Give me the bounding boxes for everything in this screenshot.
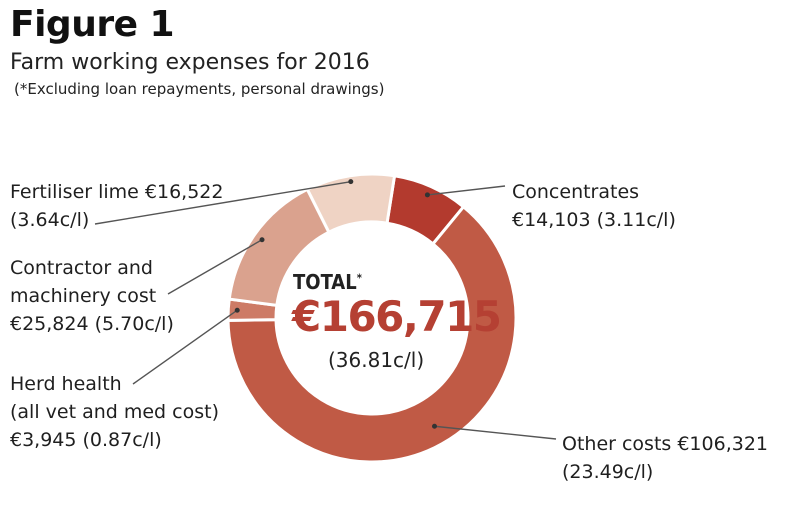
leader-line-herd-health [132,309,238,385]
leader-line-other-costs [434,425,557,440]
total-label: TOTAL* [293,270,362,294]
slice-label-herd-health: Herd health (all vet and med cost) €3,94… [10,373,219,451]
figure-title: Figure 1 [10,4,175,45]
slice-label-other-costs: Other costs €106,321 (23.49c/l) [562,433,769,483]
chart-footnote: (*Excluding loan repayments, personal dr… [14,80,385,98]
leader-line-concentrates [427,185,506,196]
slice-label-concentrates: Concentrates €14,103 (3.11c/l) [512,181,676,231]
leader-line-fertiliser-lime [94,180,351,225]
slice-label-fertiliser-lime: Fertiliser lime €16,522 (3.64c/l) [10,181,224,231]
total-value: €166,715 [292,292,502,341]
leader-line-fertiliser-lime-dot [348,179,354,185]
leader-line-contractor-machinery-dot [259,237,265,243]
leader-line-concentrates-dot [424,192,430,198]
total-rate: (36.81c/l) [328,348,425,372]
chart-subtitle: Farm working expenses for 2016 [10,50,370,75]
donut-slice-other-costs [226,204,518,464]
leader-line-other-costs-dot [432,423,437,429]
leader-line-herd-health-dot [234,307,240,313]
slice-label-contractor-machinery: Contractor and machinery cost €25,824 (5… [10,257,174,335]
leader-line-contractor-machinery [167,239,263,295]
donut-slice-fertiliser-lime [305,172,397,235]
